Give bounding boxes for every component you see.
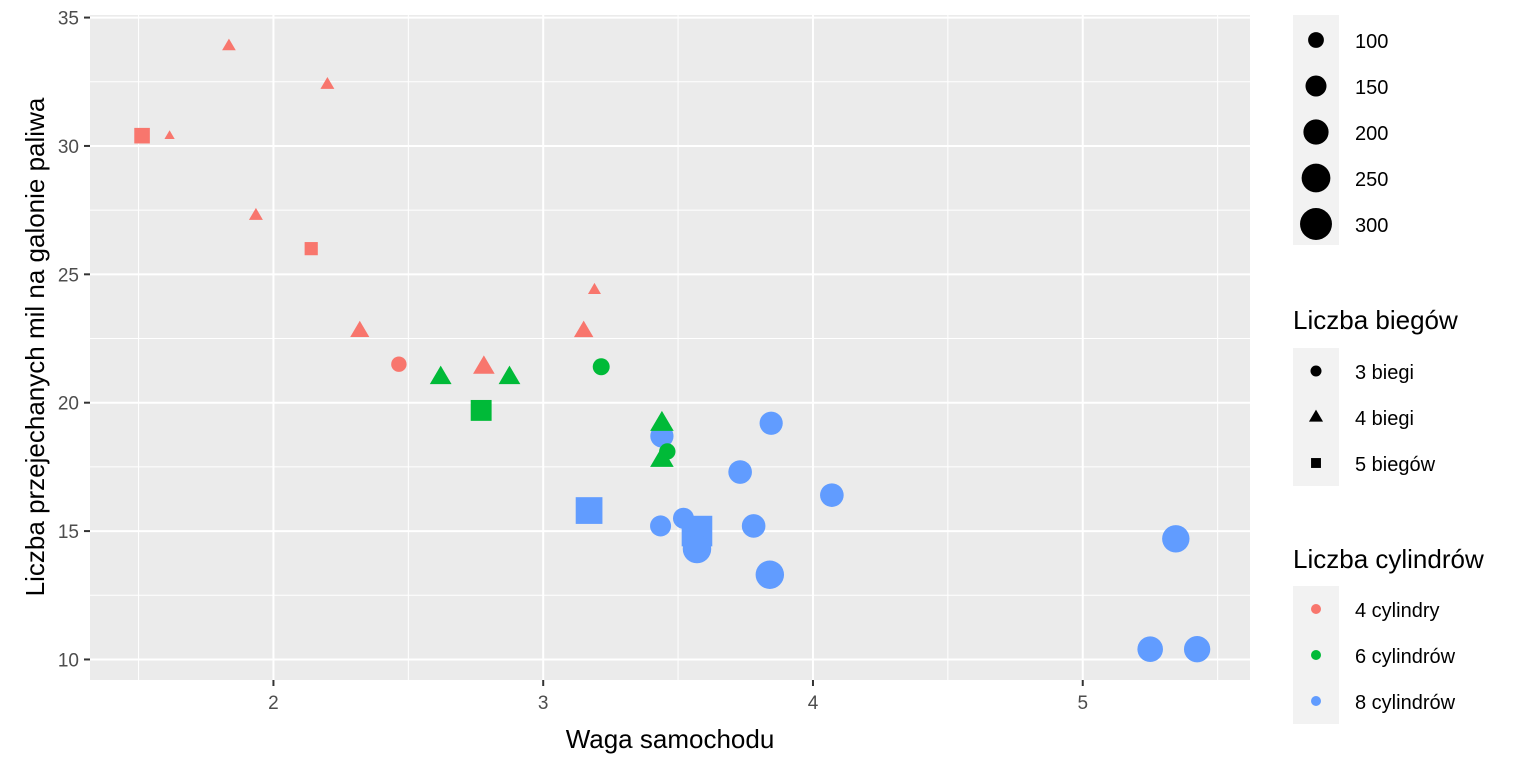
legend-shape-key [1308,409,1324,422]
data-point [164,130,175,140]
x-tick-label: 5 [1077,693,1088,714]
legend-shape-key [1310,365,1322,377]
x-tick-label: 4 [808,693,819,714]
legend-color-label: 8 cylindrów [1355,692,1456,714]
data-point [592,358,610,376]
data-point [587,282,601,294]
legend-shape-label: 3 biegi [1355,362,1414,384]
grid-minor [90,15,1250,680]
data-point [728,460,752,484]
data-point [650,410,674,431]
legend-size-label: 150 [1355,77,1388,99]
data-point [682,534,712,564]
x-axis: 2 3 4 5 [268,680,1088,714]
data-point [755,560,785,589]
data-point [248,207,263,220]
x-axis-title: Waga samochodu [566,724,775,754]
y-axis-title: Liczba przejechanych mil na galonie pali… [20,97,50,596]
legend-size-key [1305,75,1327,97]
y-tick-label: 25 [58,265,79,286]
legend-color: 4 cylindry 6 cylindrów 8 cylindrów [1293,586,1456,724]
legend-size-key [1303,119,1329,145]
legend-color-title: Liczba cylindrów [1293,544,1484,574]
data-point [1137,636,1163,662]
legend-color-key [1311,696,1321,706]
y-tick-label: 20 [58,394,79,415]
legend-color-key [1311,650,1321,660]
x-tick-label: 2 [268,693,279,714]
legend-size-key [1300,208,1332,240]
data-point [350,320,370,338]
legend-size-label: 100 [1355,31,1388,53]
data-points [134,38,1211,663]
plot-panel [90,15,1250,680]
grid-major [90,15,1250,680]
data-point [659,443,676,460]
data-point [1183,636,1211,663]
y-tick-label: 35 [58,9,79,30]
legend-size-label: 250 [1355,169,1388,191]
data-point [470,399,492,421]
data-point [429,365,452,385]
legend-size-label: 300 [1355,215,1388,237]
y-tick-label: 15 [58,522,79,543]
data-point [741,514,766,538]
legend-shape-key [1311,458,1321,468]
data-point [473,355,495,374]
y-tick-label: 10 [58,650,79,671]
data-point [573,320,594,338]
legend-size-key [1301,163,1331,193]
legend-color-label: 6 cylindrów [1355,646,1456,668]
legend-size-key [1308,32,1324,48]
data-point [672,507,695,529]
legend-color-key [1311,604,1321,614]
data-point [575,497,603,524]
data-point [134,127,150,144]
y-tick-label: 30 [58,137,79,158]
data-point [650,515,672,537]
data-point [391,356,407,372]
data-point [820,483,844,507]
legend-shape: 3 biegi 4 biegi 5 biegów [1293,348,1436,486]
data-point [222,38,236,51]
legend-size: 100 150 200 250 300 [1293,15,1388,245]
data-point [1162,525,1190,553]
legend-shape-label: 5 biegów [1355,454,1436,476]
data-point [759,411,783,435]
data-point [498,365,521,385]
legend-shape-title: Liczba biegów [1293,305,1458,335]
legend-color-label: 4 cylindry [1355,600,1439,622]
x-tick-label: 3 [538,693,549,714]
data-point [320,76,335,89]
legend-size-label: 200 [1355,123,1388,145]
legend-shape-label: 4 biegi [1355,408,1414,430]
y-axis: 10 15 20 25 30 35 [58,9,90,671]
data-point [304,242,318,256]
